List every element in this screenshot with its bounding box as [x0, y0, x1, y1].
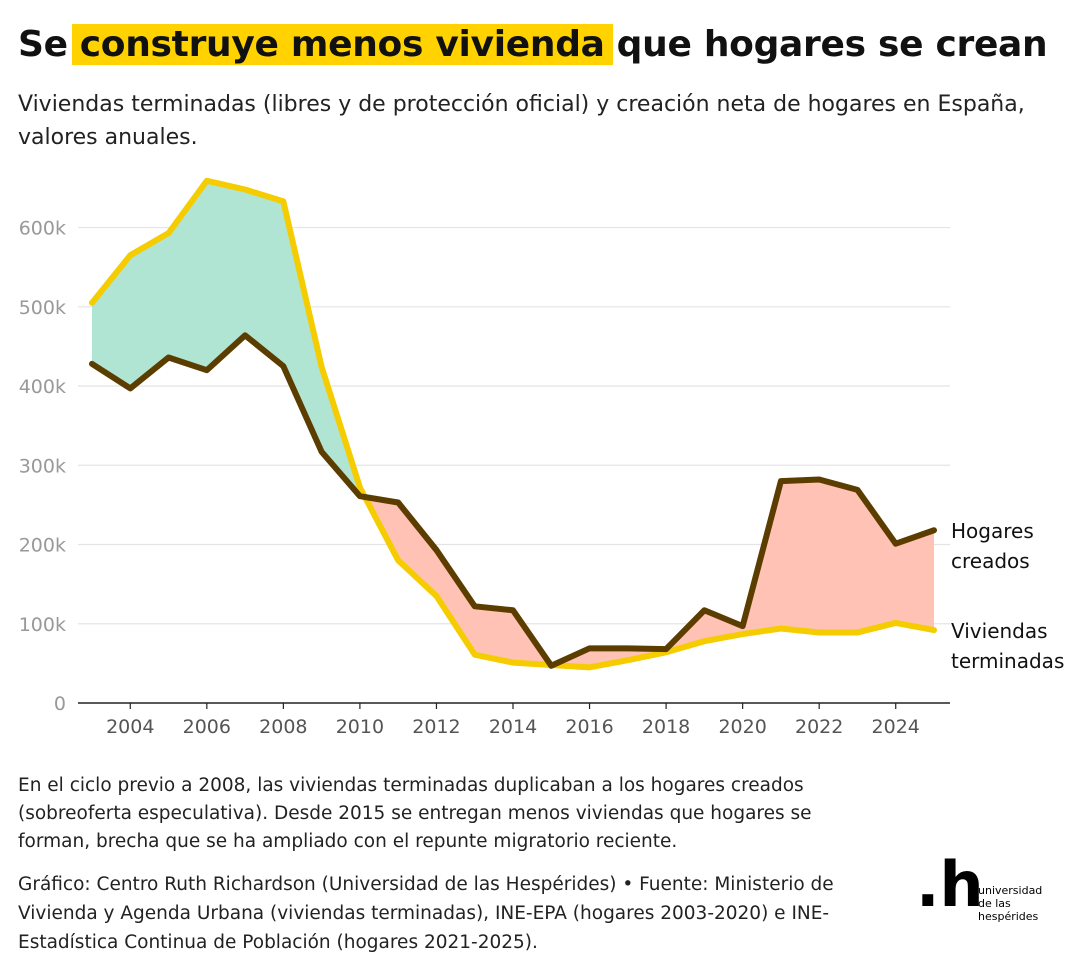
x-tick-label: 2010	[336, 716, 384, 738]
title-end: que hogares se crean	[616, 24, 1048, 65]
line-chart: 0 100k 200k 300k 400k 500k 600k 2004 2006 2008 201…	[19, 177, 1064, 738]
x-tick-label: 2024	[872, 716, 920, 738]
chart-subtitle: Viviendas terminadas (libres y de protec…	[18, 92, 1025, 150]
y-tick-label: 0	[54, 693, 66, 715]
y-tick-label: 500k	[19, 297, 66, 319]
series-lines	[89, 177, 937, 671]
surplus-area	[92, 180, 365, 498]
chart-title: Se construye menos vivienda que hogares se…	[18, 16, 1048, 74]
hogares-series-label: Hogares	[951, 519, 1034, 543]
x-tick-label: 2006	[183, 716, 231, 738]
y-tick-label: 600k	[19, 218, 66, 240]
x-tick-label: 2020	[718, 716, 766, 738]
x-tick-label: 2018	[642, 716, 690, 738]
chart-note: En el ciclo previo a 2008, las viviendas…	[18, 775, 812, 852]
logo-mark: .h	[916, 848, 984, 921]
x-tick-label: 2008	[259, 716, 307, 738]
logo-wordmark: universidad de las hespérides	[978, 884, 1042, 923]
axes: 0 100k 200k 300k 400k 500k 600k 2004 2006 2008 201…	[19, 218, 950, 738]
x-tick-label: 2012	[412, 716, 460, 738]
x-tick-label: 2022	[795, 716, 843, 738]
series-labels: Hogares creados Viviendas terminadas	[951, 519, 1064, 673]
x-tick-label: 2016	[565, 716, 613, 738]
y-tick-label: 300k	[19, 455, 66, 477]
y-tick-label: 400k	[19, 376, 66, 398]
chart-source: Gráfico: Centro Ruth Richardson (Univers…	[18, 874, 834, 953]
viviendas-series-label: terminadas	[951, 649, 1064, 673]
logo-line-3: hespérides	[978, 910, 1039, 923]
logo-line-1: universidad	[978, 884, 1043, 897]
hogares-series-label: creados	[951, 549, 1030, 573]
deficit-area	[364, 497, 551, 665]
logo-line-2: de las	[978, 897, 1011, 910]
y-tick-label: 100k	[19, 614, 66, 636]
y-tick-label: 200k	[19, 535, 66, 557]
title-highlight: construye menos vivienda	[71, 24, 613, 65]
title-start: Se	[18, 24, 68, 65]
deficit-area	[552, 479, 934, 668]
x-tick-label: 2004	[106, 716, 154, 738]
x-tick-label: 2014	[489, 716, 537, 738]
viviendas-series-label: Viviendas	[951, 619, 1048, 643]
gap-areas	[92, 180, 934, 668]
university-logo: .h universidad de las hespérides	[916, 850, 1066, 928]
